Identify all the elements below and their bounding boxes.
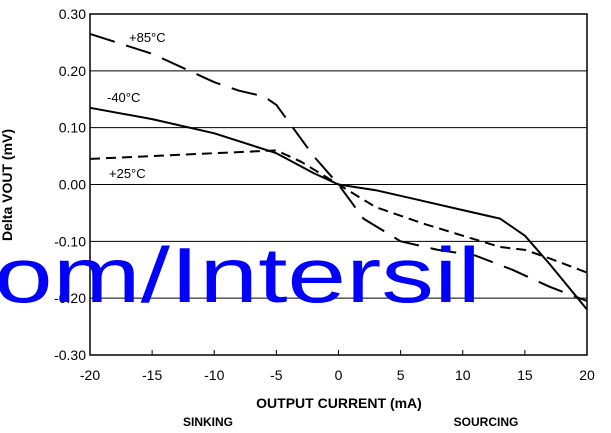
x-tick-label: -15: [142, 367, 162, 383]
sinking-label: SINKING: [183, 415, 233, 429]
y-tick-label: -0.30: [54, 347, 86, 363]
x-tick-label: 20: [579, 367, 595, 383]
x-tick-label: -20: [80, 367, 100, 383]
curve-label-85c: +85°C: [129, 30, 166, 45]
data-curves: [89, 32, 588, 311]
y-tick-label: 0.10: [59, 120, 86, 136]
x-axis-title: OUTPUT CURRENT (mA): [256, 395, 422, 411]
y-tick-labels: 0.30 0.20 0.10 0.00 -0.10 -0.20 -0.30: [54, 6, 86, 363]
x-tick-label: -10: [204, 367, 224, 383]
curve-label-25c: +25°C: [109, 166, 146, 181]
y-tick-label: -0.20: [54, 290, 86, 306]
series-line-1: [89, 106, 588, 311]
y-tick-label: 0.00: [59, 177, 86, 193]
y-tick-label: -0.10: [54, 233, 86, 249]
x-tick-label: 15: [517, 367, 533, 383]
watermark: om/Intersil: [0, 231, 481, 319]
curve-label-minus40c: -40°C: [107, 90, 140, 105]
y-tick-label: 0.20: [59, 63, 86, 79]
series-line-0: [89, 32, 588, 302]
series-line-2: [89, 149, 588, 274]
y-tick-label: 0.30: [59, 6, 86, 22]
x-tick-label: -5: [270, 367, 283, 383]
x-tick-label: 10: [455, 367, 471, 383]
y-axis-title: Delta VOUT (mV): [0, 129, 15, 241]
x-tick-label: 0: [335, 367, 343, 383]
x-tick-label: 5: [397, 367, 405, 383]
x-tick-labels: -20 -15 -10 -5 0 5 10 15 20: [80, 350, 595, 383]
sourcing-label: SOURCING: [454, 415, 519, 429]
